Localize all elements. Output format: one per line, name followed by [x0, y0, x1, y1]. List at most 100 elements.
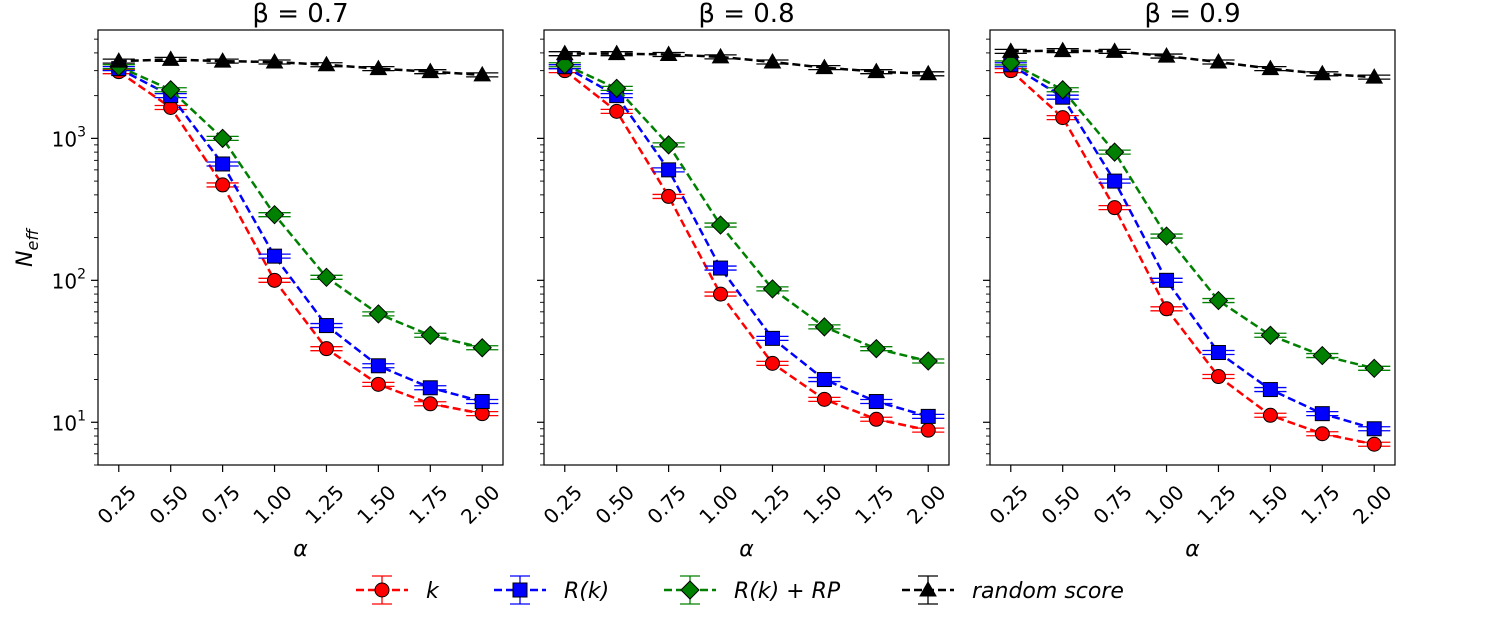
data-point	[215, 156, 231, 172]
data-point	[1001, 42, 1020, 58]
series-line	[118, 67, 483, 403]
data-point	[816, 372, 832, 388]
data-point	[474, 394, 490, 410]
data-point	[713, 260, 729, 276]
data-point	[920, 422, 936, 438]
panel-3: β = 0.9 0.25 0.50 0.75 1.00 1.25 1.50 1.75 2.00 α	[983, 0, 1397, 562]
panel-2-x-tick-label: 1.50	[798, 480, 846, 528]
data-point	[1314, 406, 1330, 422]
panel-2: β = 0.8 0.25 0.50 0.75 1.00 1.25 1.50 1.75 2.00 α	[537, 0, 951, 562]
data-point	[713, 286, 729, 302]
data-point	[472, 338, 492, 358]
panel-1-series-r-k-	[102, 61, 499, 410]
series-line	[118, 65, 483, 349]
data-point	[1314, 426, 1330, 442]
panel-2-series-random-score	[548, 44, 945, 81]
data-point	[1055, 110, 1071, 126]
data-point	[1159, 272, 1175, 288]
data-point	[711, 47, 730, 64]
panel-3-frame	[989, 29, 1396, 466]
panel-1-x-axis-label: α	[293, 537, 308, 562]
data-point	[1209, 53, 1228, 69]
data-point	[764, 330, 780, 346]
panel-2-x-tick-label: 0.50	[591, 480, 639, 528]
panel-3-series-r-k-	[994, 57, 1391, 437]
data-point	[1366, 436, 1382, 452]
panel-2-x-tick-label: 1.25	[746, 480, 794, 528]
panel-3-x-tick-label: 0.25	[985, 480, 1033, 528]
data-point	[1053, 41, 1072, 58]
data-point	[1262, 407, 1278, 423]
data-point	[161, 50, 180, 66]
y-tick-label: 103	[52, 124, 86, 151]
panel-1: β = 0.7 101 102 103 0.25 0.50 0.75 1.00 1.25 1.50…	[52, 0, 505, 562]
data-point	[213, 52, 232, 68]
data-point	[1260, 325, 1281, 345]
panel-3-x-tick-label: 0.50	[1037, 480, 1085, 528]
y-tick-label: 102	[52, 266, 86, 293]
panel-2-title: β = 0.8	[698, 0, 794, 29]
legend-item-3: R(k) + RP	[664, 575, 841, 605]
data-point	[1312, 345, 1333, 366]
panel-2-frame	[543, 29, 950, 466]
data-point	[555, 55, 575, 75]
data-point	[212, 128, 233, 149]
panel-3-x-axis-label: α	[1185, 537, 1200, 562]
data-point	[1210, 369, 1226, 385]
data-point	[1261, 59, 1280, 76]
data-point	[866, 338, 887, 359]
data-point	[920, 408, 936, 424]
data-point	[867, 62, 886, 79]
data-point	[370, 358, 386, 374]
panel-1-x-tick-label: 0.50	[145, 480, 193, 528]
data-point	[1105, 42, 1124, 58]
data-point	[422, 380, 438, 396]
panel-2-x-tick-label: 1.75	[850, 480, 898, 528]
panel-2-x-axis-label: α	[739, 537, 754, 562]
series-line	[1010, 61, 1375, 370]
legend-marker	[374, 582, 390, 598]
data-point	[1210, 345, 1226, 361]
data-point	[661, 188, 677, 204]
data-point	[1001, 53, 1021, 73]
data-point	[1052, 80, 1073, 100]
series-line	[563, 69, 929, 432]
data-point	[868, 411, 884, 427]
panel-1-frame	[97, 29, 504, 466]
data-point	[267, 248, 283, 264]
panel-1-series-r-k-rp	[102, 56, 499, 358]
panel-2-x-tick-label: 2.00	[902, 480, 950, 528]
legend-item-2: R(k)	[494, 575, 609, 605]
data-point	[710, 215, 731, 235]
legend-label: R(k) + RP	[734, 579, 841, 604]
panel-2-x-tick-label: 0.25	[539, 480, 587, 528]
y-axis-label: Neff	[13, 227, 42, 267]
panel-1-title: β = 0.7	[252, 0, 348, 29]
data-point	[422, 396, 438, 412]
series-line	[1010, 49, 1375, 79]
data-point	[265, 53, 284, 69]
series-line	[564, 52, 929, 76]
data-point	[1366, 421, 1382, 437]
panel-3-x-tick-label: 1.75	[1296, 480, 1344, 528]
data-point	[762, 279, 783, 299]
data-point	[1365, 68, 1384, 84]
data-point	[1159, 301, 1175, 317]
data-point	[659, 45, 678, 61]
data-point	[1156, 226, 1177, 246]
data-point	[1364, 358, 1384, 379]
panel-2-x-tick-label: 0.75	[642, 480, 690, 528]
panel-1-series-k	[102, 64, 499, 422]
data-point	[368, 304, 389, 324]
panel-1-x-tick-label: 1.00	[248, 480, 296, 528]
legend-label: random score	[972, 579, 1124, 604]
legend-label: k	[426, 579, 440, 604]
series-line	[1009, 69, 1375, 446]
panel-1-x-tick-label: 0.75	[196, 480, 244, 528]
series-line	[1010, 63, 1375, 430]
data-point	[816, 391, 832, 407]
data-point	[918, 351, 938, 371]
data-point	[1208, 290, 1229, 311]
panel-3-series-k	[994, 63, 1391, 452]
